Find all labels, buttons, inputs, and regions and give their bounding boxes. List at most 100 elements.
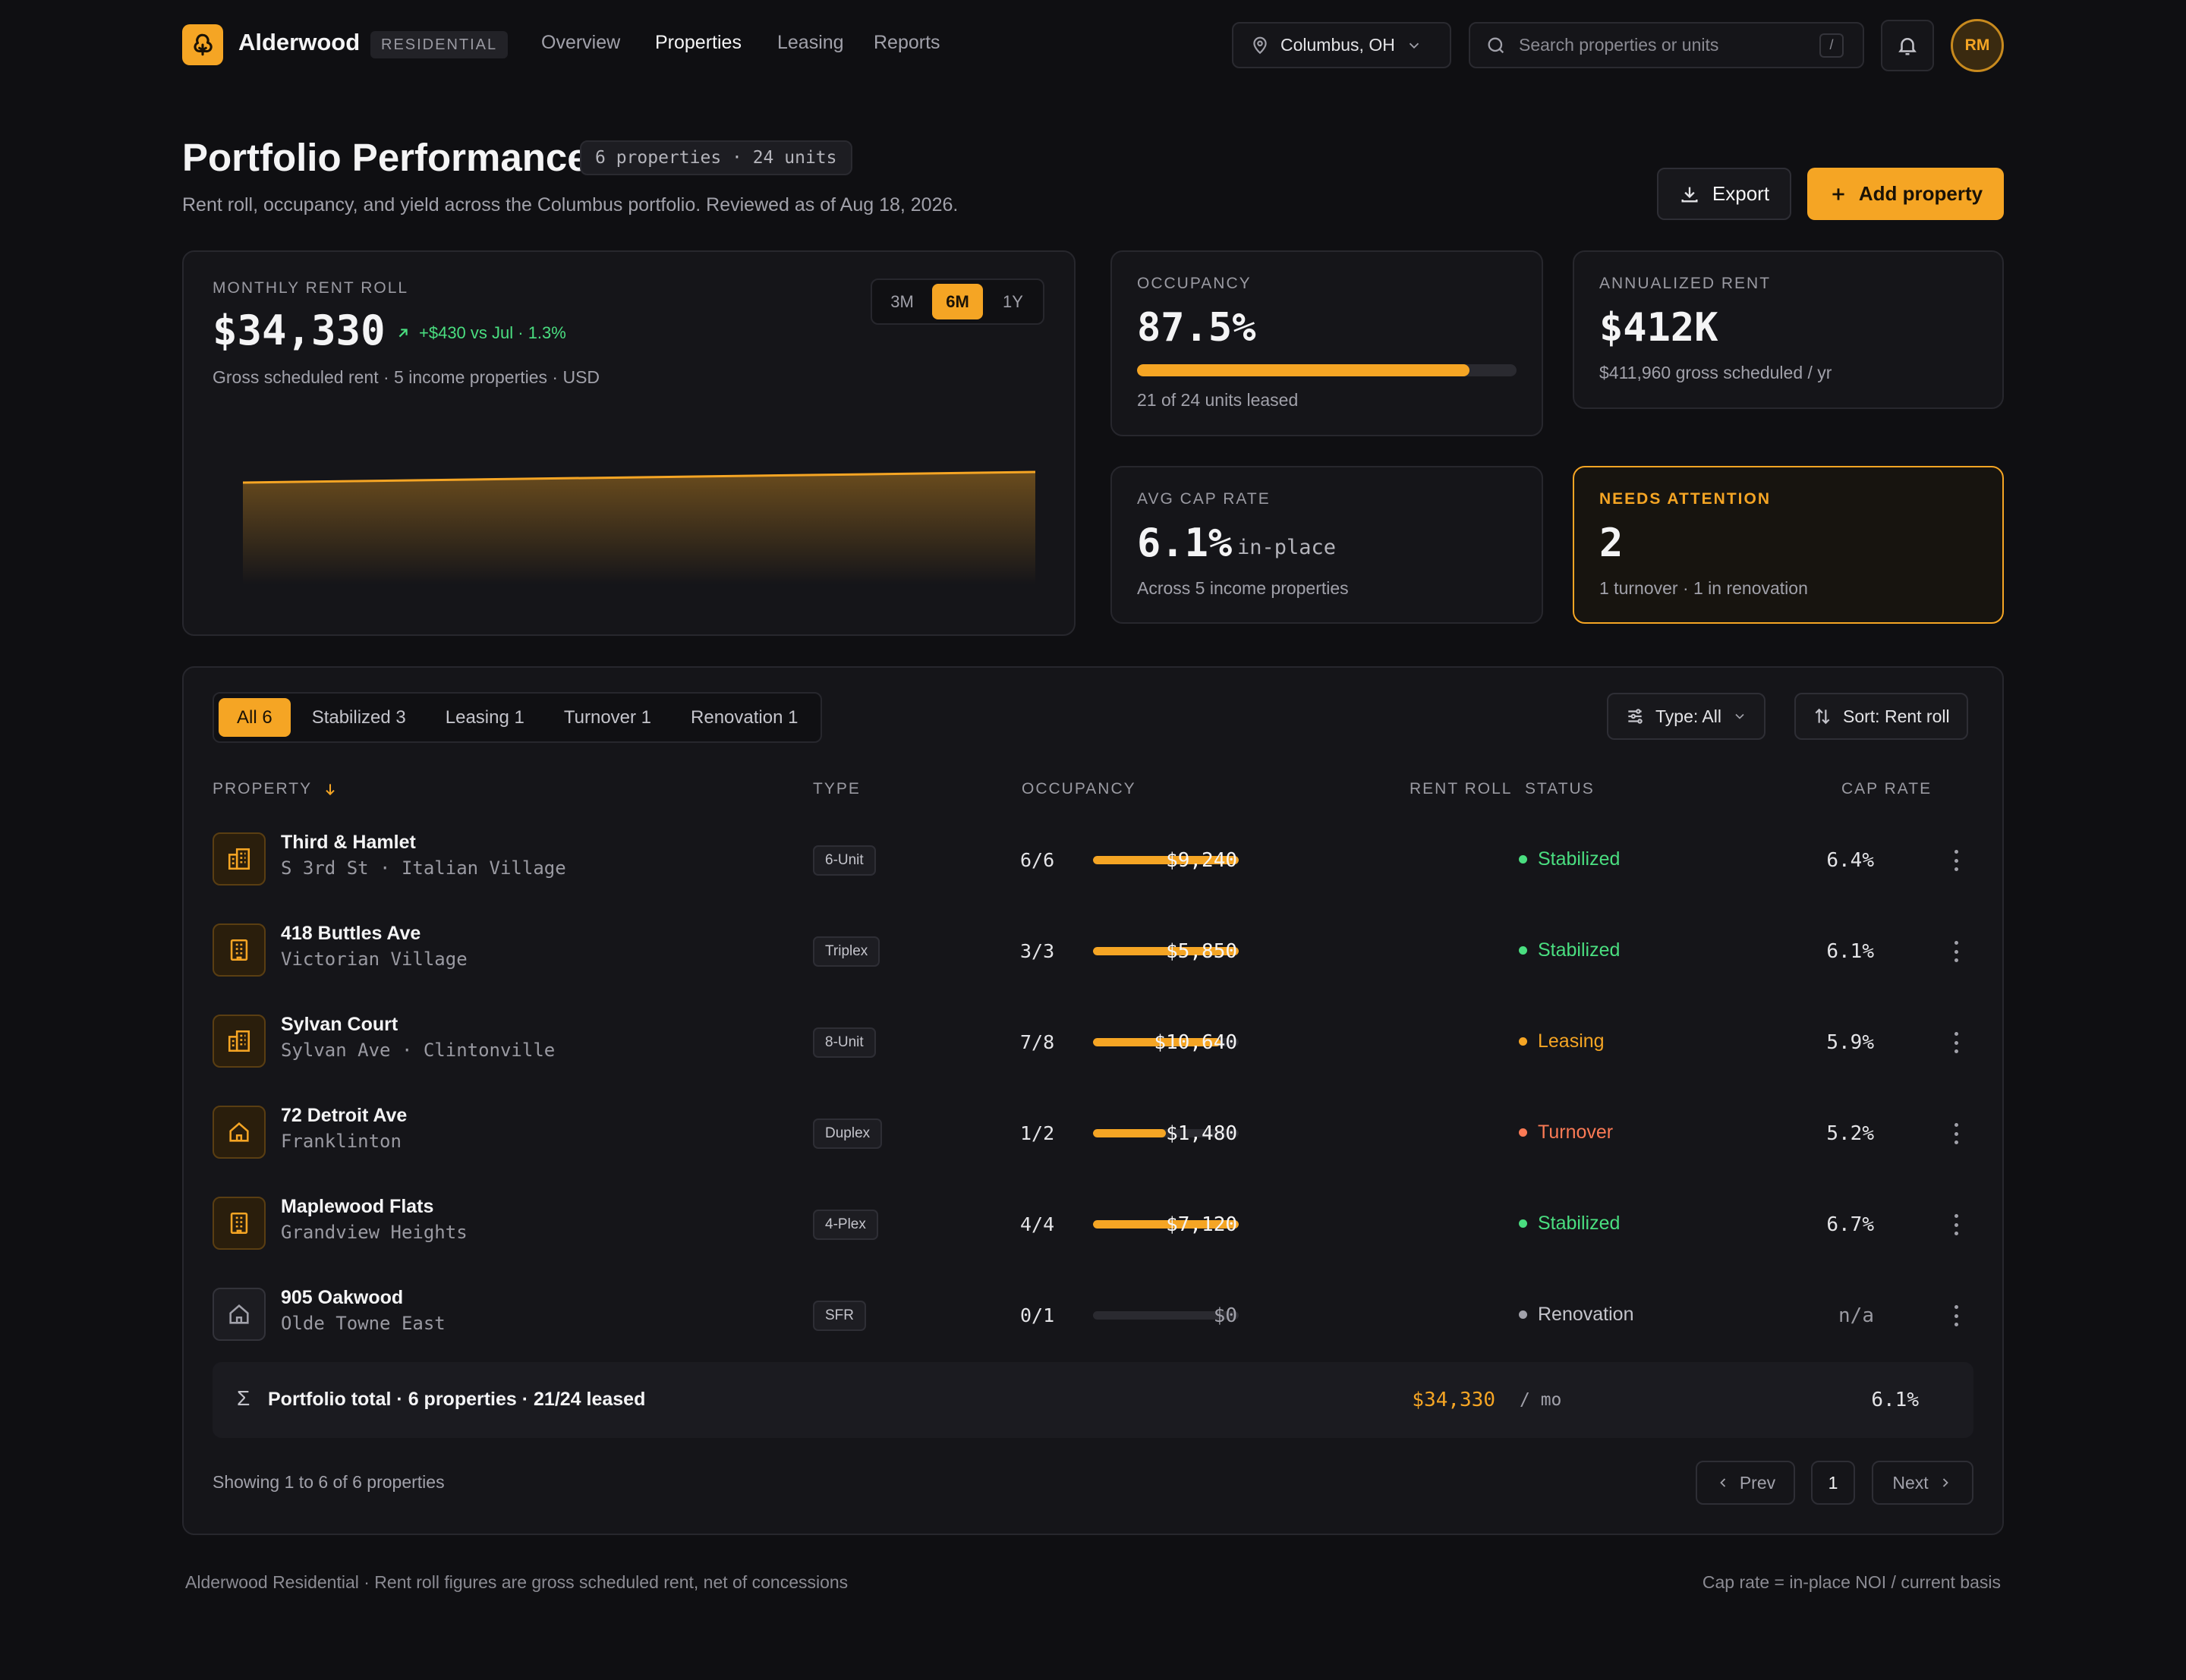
sparkline-line	[243, 470, 1035, 484]
status-badge: Leasing	[1519, 1030, 1605, 1052]
row-menu-icon[interactable]	[1951, 1210, 1961, 1240]
sigma-icon: Σ	[237, 1386, 250, 1410]
search-input[interactable]	[1519, 35, 1807, 55]
property-address: S 3rd St · Italian Village	[281, 857, 566, 879]
sort-select[interactable]: Sort: Rent roll	[1794, 693, 1968, 740]
property-type-chip: 8-Unit	[813, 1027, 876, 1058]
occupancy-bar-fill	[1093, 1129, 1166, 1137]
property-name[interactable]: Maplewood Flats	[281, 1196, 434, 1217]
status-badge: Stabilized	[1519, 939, 1620, 961]
bell-icon	[1898, 38, 1917, 55]
column-cap-rate[interactable]: CAP RATE	[1841, 780, 1932, 798]
range-3m[interactable]: 3M	[890, 291, 914, 311]
avatar[interactable]: RM	[1951, 19, 2004, 72]
nav-overview[interactable]: Overview	[541, 32, 621, 53]
apartment-building-icon	[213, 1015, 266, 1068]
nav-reports[interactable]: Reports	[874, 32, 940, 53]
page-1-button[interactable]: 1	[1811, 1461, 1855, 1505]
filter-leasing[interactable]: Leasing 1	[445, 706, 524, 728]
location-select[interactable]: Columbus, OH	[1232, 22, 1451, 68]
export-button[interactable]: Export	[1657, 168, 1791, 220]
footer-note-right: Cap rate = in-place NOI / current basis	[1702, 1572, 2001, 1592]
table-row[interactable]: Sylvan Court Sylvan Ave · Clintonville 8-U…	[213, 997, 1973, 1088]
prev-page-button[interactable]: Prev	[1696, 1461, 1795, 1505]
type-filter-select[interactable]: Type: All	[1607, 693, 1765, 740]
next-page-button[interactable]: Next	[1872, 1461, 1973, 1505]
rent-roll-value: $34,330	[213, 307, 386, 354]
chevron-down-icon	[1409, 42, 1419, 49]
row-menu-icon[interactable]	[1951, 936, 1961, 967]
notifications-button[interactable]	[1881, 20, 1934, 71]
occupancy-bar-fill	[1137, 364, 1469, 376]
row-menu-icon[interactable]	[1951, 845, 1961, 876]
property-name[interactable]: 72 Detroit Ave	[281, 1105, 408, 1126]
status-badge: Turnover	[1519, 1122, 1613, 1144]
status-label: Stabilized	[1538, 848, 1621, 870]
row-menu-icon[interactable]	[1951, 1118, 1961, 1149]
row-menu-icon[interactable]	[1951, 1027, 1961, 1058]
property-name[interactable]: 418 Buttles Ave	[281, 923, 421, 944]
rent-roll-value: $5,850	[1166, 940, 1237, 963]
row-menu-icon[interactable]	[1951, 1301, 1961, 1331]
download-icon	[1681, 187, 1698, 202]
rent-roll-delta: +$430 vs Jul · 1.3%	[395, 323, 566, 343]
cap-rate-value: 6.1%	[1137, 521, 1233, 566]
occupancy-bar-fill	[1093, 947, 1239, 955]
brand-logo[interactable]	[182, 24, 223, 65]
table-row[interactable]: Maplewood Flats Grandview Heights 4-Plex 4/…	[213, 1179, 1973, 1270]
property-name[interactable]: Sylvan Court	[281, 1014, 398, 1035]
rent-roll-caption: Gross scheduled rent · 5 income properti…	[213, 367, 600, 387]
range-1y[interactable]: 1Y	[1003, 291, 1023, 311]
total-rent: $34,330	[1412, 1389, 1495, 1411]
column-rent-roll[interactable]: RENT ROLL	[1410, 780, 1513, 798]
search-shortcut: /	[1819, 33, 1844, 58]
filter-renovation[interactable]: Renovation 1	[691, 706, 798, 728]
table-row[interactable]: 72 Detroit Ave Franklinton Duplex 1/2 $1,480…	[213, 1088, 1973, 1179]
property-name[interactable]: Third & Hamlet	[281, 832, 416, 853]
table-row[interactable]: 418 Buttles Ave Victorian Village Triplex 3…	[213, 906, 1973, 997]
property-address: Franklinton	[281, 1131, 402, 1152]
add-property-button[interactable]: Add property	[1807, 168, 2004, 220]
occupancy-caption: 21 of 24 units leased	[1137, 390, 1299, 410]
needs-attention-card[interactable]	[1573, 466, 2004, 624]
table-row[interactable]: Third & Hamlet S 3rd St · Italian Village…	[213, 815, 1973, 906]
rent-roll-label: MONTHLY RENT ROLL	[213, 279, 409, 297]
column-property[interactable]: PROPERTY	[213, 780, 338, 798]
rent-roll-value: $0	[1213, 1304, 1237, 1327]
chevron-left-icon	[1720, 1478, 1725, 1487]
range-toggle: 3M 6M 1Y	[871, 278, 1044, 325]
search-box[interactable]: /	[1469, 22, 1864, 68]
property-name[interactable]: 905 Oakwood	[281, 1287, 404, 1308]
status-dot	[1519, 855, 1527, 864]
sort-arrows-icon	[1815, 708, 1830, 725]
annualized-label: ANNUALIZED RENT	[1599, 275, 1772, 292]
portfolio-count-chip: 6 properties · 24 units	[580, 140, 852, 175]
property-type-chip: 4-Plex	[813, 1210, 878, 1240]
nav-properties[interactable]: Properties	[655, 32, 742, 53]
status-filter-tabs: All 6 Stabilized 3 Leasing 1 Turnover 1 …	[213, 692, 823, 743]
table-row[interactable]: 905 Oakwood Olde Towne East SFR 0/1 $0 Renova…	[213, 1270, 1973, 1361]
footer-note-left: Alderwood Residential · Rent roll figure…	[185, 1572, 849, 1592]
export-label: Export	[1712, 182, 1770, 205]
cap-rate-value: 6.4%	[1826, 849, 1874, 872]
cap-rate-value: 5.2%	[1826, 1122, 1874, 1145]
chevron-right-icon	[1942, 1478, 1948, 1487]
cap-rate-value: n/a	[1838, 1304, 1874, 1327]
occupancy-card	[1110, 250, 1543, 436]
filter-stabilized[interactable]: Stabilized 3	[311, 706, 406, 728]
property-address: Olde Towne East	[281, 1313, 446, 1334]
filter-turnover[interactable]: Turnover 1	[563, 706, 652, 728]
range-6m[interactable]: 6M	[932, 284, 983, 319]
column-type[interactable]: TYPE	[813, 780, 861, 798]
property-type-chip: SFR	[813, 1301, 866, 1331]
column-property-label: PROPERTY	[213, 780, 313, 798]
cap-rate-value: 6.7%	[1826, 1213, 1874, 1236]
nav-leasing[interactable]: Leasing	[777, 32, 844, 53]
pagination-summary: Showing 1 to 6 of 6 properties	[213, 1472, 445, 1492]
column-status[interactable]: STATUS	[1525, 780, 1595, 798]
rent-roll-value: $10,640	[1154, 1031, 1237, 1054]
filter-all[interactable]: All 6	[219, 698, 291, 737]
column-occupancy[interactable]: OCCUPANCY	[1022, 780, 1136, 798]
property-type-chip: Triplex	[813, 936, 880, 967]
cap-rate-label: AVG CAP RATE	[1137, 490, 1271, 508]
